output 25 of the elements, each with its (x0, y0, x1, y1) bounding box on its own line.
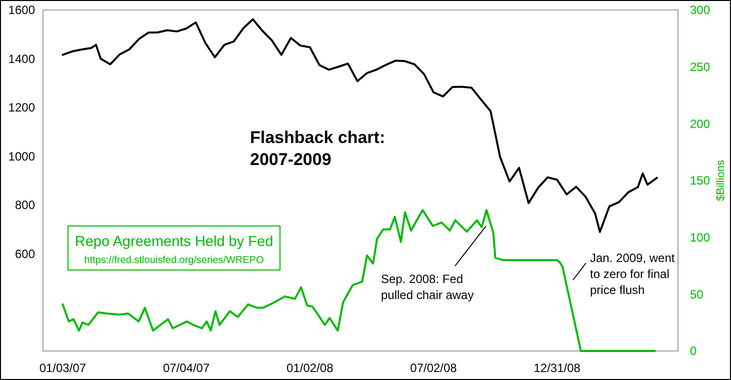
annotation: Jan. 2009, went to zero for final price flush (590, 251, 676, 297)
y-tick-label: 1000 (8, 149, 36, 164)
y2-tick-label: 150 (690, 174, 710, 188)
x-tick-label: 07/04/07 (162, 361, 210, 375)
y2-axis-title: $Billions (715, 160, 727, 201)
y-tick-label: 1600 (8, 3, 36, 18)
y2-tick-label: 200 (690, 116, 710, 131)
y-tick-label: 1200 (8, 100, 36, 115)
annotation: https://fred.stlouisfed.org/series/WREPO (84, 255, 264, 266)
y2-tick-label: 300 (690, 3, 710, 18)
x-tick-label: 01/02/08 (286, 361, 334, 375)
y-tick-label: 600 (14, 246, 36, 261)
y-tick-label: 800 (14, 198, 36, 212)
text: Flashback chart: 2007-2009 (250, 128, 386, 169)
line-series (62, 18, 658, 233)
y2-tick-label: 250 (690, 60, 710, 74)
y2-tick-label: 50 (690, 287, 704, 302)
y2-tick-label: 100 (690, 230, 710, 245)
text: Repo Agreements Held by Fed (74, 234, 274, 250)
x-tick-label: 07/02/08 (410, 361, 458, 375)
x-tick-label: 01/03/07 (39, 361, 86, 375)
y-tick-label: 1400 (8, 52, 36, 66)
annotation: Sep. 2008: Fed pulled chair away (381, 272, 474, 302)
x-tick-label: 12/31/08 (534, 361, 581, 375)
y2-tick-label: 0 (690, 344, 697, 358)
